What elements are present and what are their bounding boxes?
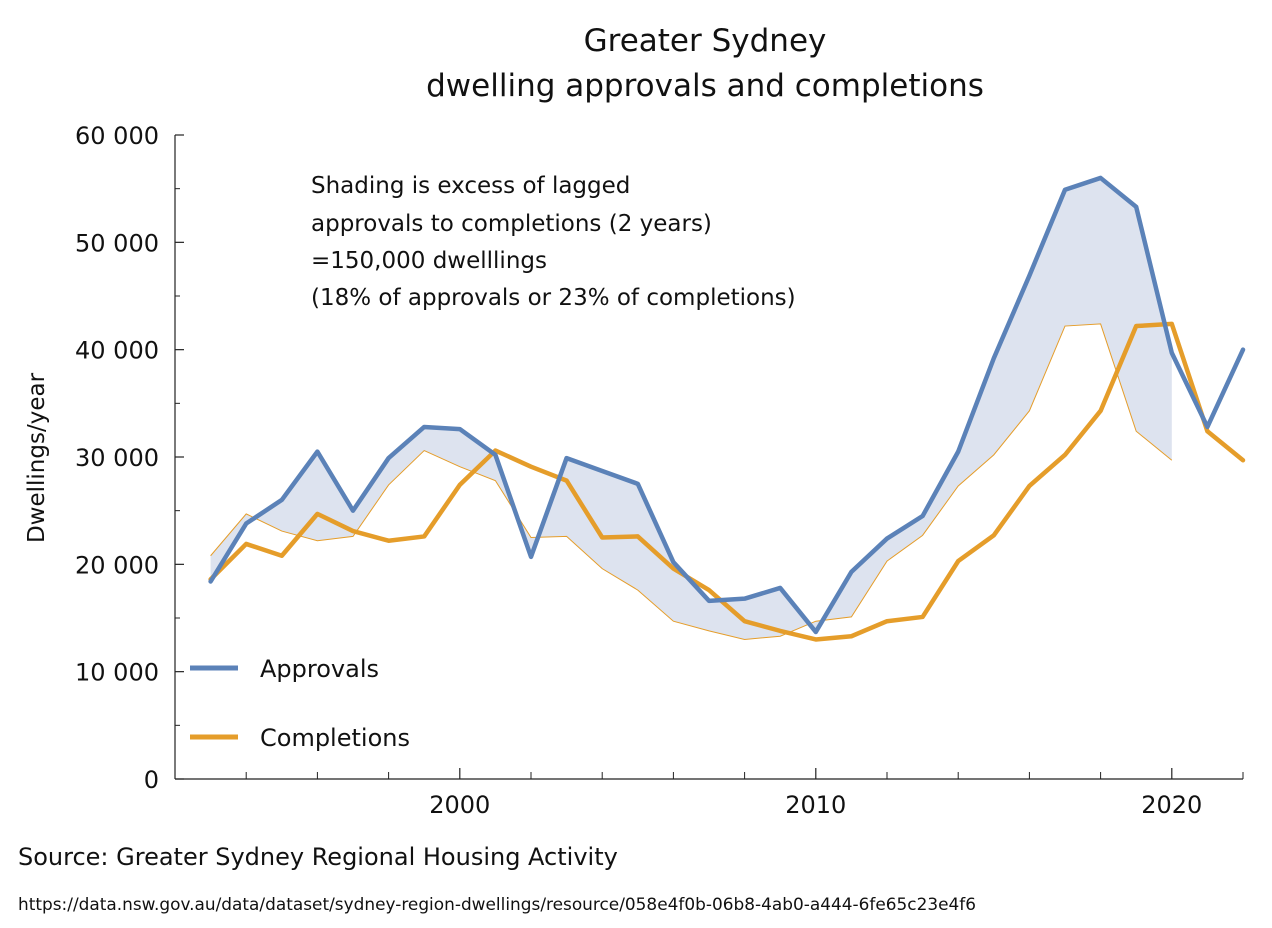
legend-label-approvals: Approvals — [260, 655, 379, 683]
legend: Approvals Completions — [190, 655, 410, 752]
axes: 0 10 000 20 000 30 000 40 000 50 000 60 000 200… — [75, 122, 1244, 819]
y-tick-label: 50 000 — [75, 229, 159, 257]
annotation-line: =150,000 dwelllings — [311, 248, 547, 274]
annotation-line: approvals to completions (2 years) — [311, 211, 712, 237]
source-note: Source: Greater Sydney Regional Housing … — [18, 843, 618, 871]
y-tick-label: 60 000 — [75, 122, 159, 150]
series-layer — [208, 175, 1246, 642]
y-tick-label: 30 000 — [75, 444, 159, 472]
chart-subtitle: dwelling approvals and completions — [426, 68, 984, 104]
y-tick-label: 40 000 — [75, 337, 159, 365]
annotation-line: (18% of approvals or 23% of completions) — [311, 285, 796, 311]
annotation-line: Shading is excess of lagged — [311, 173, 630, 199]
series-line-completions — [208, 321, 1246, 642]
source-url: https://data.nsw.gov.au/data/dataset/syd… — [18, 895, 976, 915]
shading-area — [210, 177, 1172, 640]
lagged-completions-layer — [210, 323, 1173, 640]
x-tick-label: 2010 — [785, 791, 846, 819]
legend-label-completions: Completions — [260, 724, 410, 752]
shading-layer — [210, 177, 1172, 640]
x-tick-label: 2000 — [429, 791, 490, 819]
chart-title: Greater Sydney — [584, 23, 827, 59]
annotation: Shading is excess of lagged approvals to… — [311, 173, 796, 311]
series-line-approvals — [208, 175, 1246, 635]
series-line-lagged-completions — [210, 323, 1173, 640]
y-tick-label: 20 000 — [75, 551, 159, 579]
y-axis-title: Dwellings/year — [24, 372, 50, 543]
y-tick-label: 10 000 — [75, 659, 159, 687]
y-tick-label: 0 — [144, 766, 159, 794]
x-tick-label: 2020 — [1141, 791, 1202, 819]
